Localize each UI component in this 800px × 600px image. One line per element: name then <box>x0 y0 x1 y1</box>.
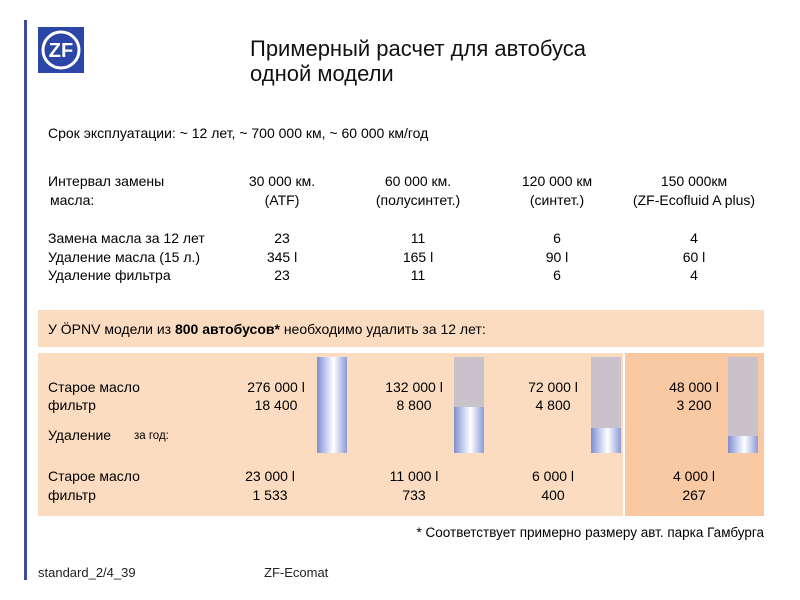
oil-removed-col-4: 60 l <box>682 249 706 265</box>
row-label-filters: Удаление фильтра <box>48 267 171 283</box>
oil-removed-col-3: 90 l <box>545 249 569 265</box>
oil-removed-col-1: 345 l <box>266 249 298 265</box>
year-oil-col-2: 11 000 l <box>389 468 439 484</box>
oil-removed-col-2: 165 l <box>402 249 434 265</box>
year-filter-col-4: 267 <box>682 487 706 503</box>
interval-col-1: 30 000 км. <box>248 173 316 189</box>
footer-center: ZF-Ecomat <box>264 565 329 580</box>
opnv-prefix: У ÖPNV модели из <box>48 321 175 337</box>
svg-text:ZF: ZF <box>49 40 73 62</box>
old-oil-col-4: 48 000 l <box>669 379 719 395</box>
opnv-band: У ÖPNV модели из 800 автобусов* необходи… <box>38 310 764 347</box>
old-filter-col-3: 4 800 <box>535 397 571 413</box>
title-line-2: одной модели <box>250 61 394 86</box>
footnote: * Соответствует примерно размеру авт. па… <box>416 525 764 540</box>
old-filter-col-1: 18 400 <box>254 397 298 413</box>
filters-col-2: 11 <box>410 267 426 283</box>
opnv-bold: 800 автобусов* <box>174 321 280 337</box>
interval-label-2: масла: <box>50 192 95 208</box>
row-label-oil-removed: Удаление масла (15 л.) <box>48 249 201 265</box>
oil-type-col-1: (ATF) <box>264 192 300 208</box>
filters-col-1: 23 <box>274 267 290 283</box>
cylinder-fill <box>728 436 758 453</box>
interval-col-4: 150 000км <box>660 173 728 189</box>
oil-cylinder-1 <box>317 357 347 453</box>
cylinder-fill <box>454 407 484 453</box>
year-oil-col-1: 23 000 l <box>245 468 295 484</box>
year-filter-col-1: 1 533 <box>252 487 288 503</box>
old-filter-col-2: 8 800 <box>396 397 432 413</box>
oil-cylinder-3 <box>591 357 621 453</box>
oil-type-col-3: (синтет.) <box>529 192 585 208</box>
old-filter-col-4: 3 200 <box>676 397 712 413</box>
old-oil-col-3: 72 000 l <box>528 379 578 395</box>
cylinder-fill <box>317 357 347 453</box>
opnv-text: У ÖPNV модели из 800 автобусов* необходи… <box>48 321 486 337</box>
old-oil-year-label: Старое масло <box>48 468 140 484</box>
changes-col-4: 4 <box>690 230 698 246</box>
filters-col-3: 6 <box>553 267 561 283</box>
changes-col-1: 23 <box>274 230 290 246</box>
cylinder-empty <box>728 357 758 436</box>
left-accent-bar <box>24 20 27 580</box>
changes-col-3: 6 <box>553 230 561 246</box>
oil-type-col-2: (полусинтет.) <box>375 192 461 208</box>
oil-cylinder-2 <box>454 357 484 453</box>
year-oil-col-4: 4 000 l <box>672 468 716 484</box>
title-line-1: Примерный расчет для автобуса <box>250 36 586 61</box>
filter-label: фильтр <box>48 397 96 413</box>
cylinder-empty <box>454 357 484 407</box>
zf-logo: ZF <box>38 27 84 73</box>
year-filter-col-2: 733 <box>402 487 426 503</box>
old-oil-col-1: 276 000 l <box>247 379 305 395</box>
row-label-changes: Замена масла за 12 лет <box>48 230 205 246</box>
band-separator <box>623 353 625 516</box>
year-oil-col-3: 6 000 l <box>531 468 575 484</box>
interval-col-3: 120 000 км <box>521 173 593 189</box>
old-oil-col-2: 132 000 l <box>385 379 443 395</box>
opnv-suffix: необходимо удалить за 12 лет: <box>279 321 486 337</box>
service-life-text: Срок эксплуатации: ~ 12 лет, ~ 700 000 к… <box>48 125 429 141</box>
filter-year-label: фильтр <box>48 487 96 503</box>
cylinder-empty <box>591 357 621 428</box>
filters-col-4: 4 <box>690 267 698 283</box>
oil-type-col-4: (ZF-Ecofluid A plus) <box>632 192 756 208</box>
cylinder-fill <box>591 428 621 453</box>
interval-col-2: 60 000 км. <box>384 173 452 189</box>
page-title: Примерный расчет для автобуса одной моде… <box>250 36 586 86</box>
removal-label: Удаление <box>48 427 112 443</box>
interval-label-1: Интервал замены <box>48 173 165 189</box>
oil-cylinder-4 <box>728 357 758 453</box>
per-year-label: за год: <box>134 430 169 442</box>
old-oil-label: Старое масло <box>48 379 140 395</box>
results-band <box>38 353 764 516</box>
changes-col-2: 11 <box>410 230 426 246</box>
footer-left: standard_2/4_39 <box>38 565 136 580</box>
year-filter-col-3: 400 <box>541 487 565 503</box>
